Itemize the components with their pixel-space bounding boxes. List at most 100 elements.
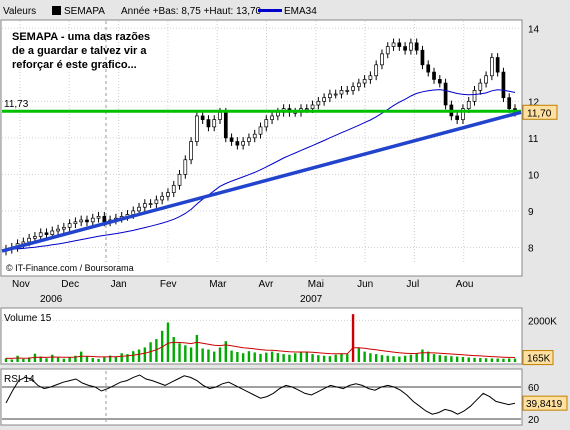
volume-bar — [328, 356, 332, 362]
candle-body — [501, 71, 506, 99]
candle-body — [374, 64, 379, 77]
rsi-last-label: 39,8419 — [526, 399, 563, 410]
candle-body — [276, 111, 280, 117]
candle-body — [333, 93, 338, 96]
volume-bar — [120, 353, 123, 362]
trend-line — [1, 110, 522, 253]
volume-bar — [195, 334, 199, 362]
candle-body — [183, 159, 188, 175]
volume-bar — [201, 348, 204, 362]
candle-body — [73, 221, 78, 225]
candle-body — [380, 53, 384, 66]
volume-bar — [68, 357, 71, 362]
candle-body — [507, 97, 512, 109]
candle-body — [166, 192, 170, 197]
candle-body — [44, 232, 49, 235]
candle-body — [385, 46, 390, 55]
candle-body — [484, 75, 488, 84]
volume-bar — [508, 358, 511, 362]
candle-body — [189, 141, 193, 161]
symbol-swatch — [52, 6, 61, 15]
year-label: 2006 — [40, 294, 63, 305]
volume-y-tick: 2000K — [528, 316, 557, 327]
volume-bar — [369, 353, 372, 362]
candle-body — [316, 100, 321, 106]
rsi-y-tick: 60 — [528, 383, 540, 394]
candle-body — [229, 137, 234, 142]
candle-body — [356, 82, 361, 88]
rsi-last-box — [522, 395, 568, 411]
candle-body — [241, 141, 245, 146]
volume-bar — [421, 349, 424, 362]
candle-body — [397, 42, 402, 47]
month-label: Mai — [308, 279, 324, 290]
volume-bar — [137, 349, 141, 362]
volume-bar — [207, 349, 210, 362]
volume-bar — [27, 357, 31, 362]
month-label: Mar — [209, 279, 227, 290]
volume-bar — [184, 345, 187, 362]
candle-body — [67, 223, 72, 228]
month-label: Dec — [61, 279, 79, 290]
rsi-y-tick: 20 — [528, 415, 540, 426]
volume-bar — [317, 355, 320, 362]
volume-bar — [461, 357, 465, 362]
volume-bar — [247, 351, 251, 362]
rsi-panel-bg — [0, 368, 523, 426]
candle-body — [490, 57, 494, 77]
candle-body — [177, 174, 182, 186]
volume-bar — [230, 350, 233, 362]
volume-bar — [305, 351, 308, 362]
candle-body — [50, 230, 55, 235]
last-price-box — [522, 104, 558, 120]
volume-bar — [513, 358, 517, 362]
volume-bar — [288, 354, 291, 362]
candle-body — [362, 79, 367, 84]
candle-body — [247, 137, 251, 142]
candle-body — [96, 216, 101, 219]
volume-bar — [74, 355, 77, 362]
candle-body — [368, 75, 373, 80]
price-y-tick: 14 — [528, 24, 540, 35]
volume-bar — [282, 354, 285, 362]
ema34-line — [5, 89, 516, 250]
header-valeurs: Valeurs — [3, 6, 36, 17]
candle-body — [154, 199, 159, 204]
candle-body — [160, 195, 165, 201]
candle-body — [437, 79, 442, 84]
volume-bar — [85, 356, 89, 362]
volume-bar — [218, 347, 222, 362]
candle-body — [432, 71, 436, 80]
candle-body — [304, 108, 309, 110]
volume-bar — [380, 355, 384, 362]
candle-body — [235, 141, 240, 146]
month-label: Jun — [357, 279, 373, 290]
volume-bar — [438, 355, 442, 362]
volume-bar — [259, 353, 262, 362]
volume-bar — [236, 352, 239, 362]
candle-body — [403, 46, 407, 51]
volume-bar — [62, 358, 66, 362]
volume-bar — [299, 352, 303, 362]
volume-bar — [16, 355, 19, 362]
candle-body — [223, 111, 228, 139]
candle-body — [90, 217, 95, 223]
volume-bar — [357, 347, 361, 362]
volume-bar — [444, 355, 447, 362]
volume-bar — [427, 351, 430, 362]
price-y-tick: 11 — [528, 134, 539, 145]
rsi-title: RSI 14 — [4, 374, 35, 385]
volume-bar — [253, 352, 256, 362]
candle-body — [142, 203, 147, 208]
candle-body — [426, 64, 431, 73]
candle-body — [33, 236, 37, 239]
chart-credit: © IT-Finance.com / Boursorama — [6, 263, 134, 273]
candle-body — [414, 42, 419, 51]
candle-body — [443, 82, 448, 106]
candle-body — [218, 111, 222, 120]
volume-bar — [496, 358, 499, 362]
volume-bar — [172, 337, 175, 362]
price-panel-bg — [0, 19, 523, 277]
volume-bar — [502, 358, 505, 362]
volume-bar — [346, 354, 349, 362]
